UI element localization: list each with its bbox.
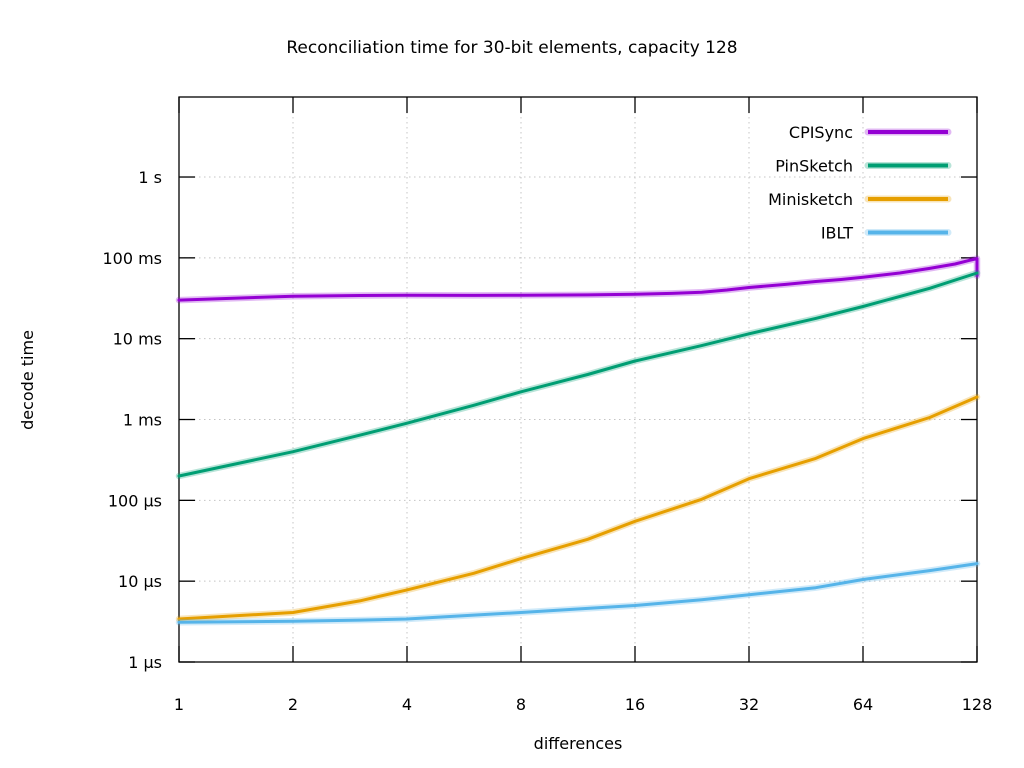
x-tick-label: 16 (625, 695, 645, 714)
series-line-cpisync (177, 257, 979, 302)
series-line-minisketch (177, 395, 979, 621)
y-tick-label: 1 ms (123, 411, 162, 430)
y-tick-label: 100 ms (102, 249, 162, 268)
legend-entry-pinsketch: PinSketch (775, 157, 952, 176)
legend-label: CPISync (789, 123, 853, 142)
legend-label: Minisketch (768, 190, 853, 209)
x-tick-label: 1 (174, 695, 184, 714)
series-line-pinsketch (177, 271, 979, 478)
legend-entry-minisketch: Minisketch (768, 190, 952, 209)
plot-border (178, 96, 978, 663)
legend-entry-cpisync: CPISync (789, 123, 952, 142)
x-tick-label: 8 (516, 695, 526, 714)
y-tick-label: 10 ms (113, 330, 162, 349)
y-tick-label: 100 µs (108, 491, 162, 510)
y-axis-label: decode time (18, 330, 37, 430)
x-tick-label: 64 (853, 695, 873, 714)
series-layer (175, 255, 981, 626)
y-tick-label: 10 µs (118, 572, 162, 591)
x-tick-label: 128 (962, 695, 993, 714)
legend-label: IBLT (821, 224, 853, 243)
legend-layer: CPISync PinSketch Minisketch IBLT (768, 123, 952, 243)
y-tick-label: 1 µs (128, 653, 162, 672)
series-line-glow-pinsketch (175, 269, 981, 480)
chart-title: Reconciliation time for 30-bit elements,… (286, 38, 737, 58)
legend-label: PinSketch (775, 157, 853, 176)
x-tick-label: 4 (402, 695, 412, 714)
x-tick-label: 32 (739, 695, 759, 714)
tick-label-layer: 1 2 4 8 16 32 64 128 1 µs 10 µs 100 µs 1 ms 10 ms 100… (102, 168, 992, 714)
legend-entry-iblt: IBLT (821, 224, 952, 243)
series-line-glow-minisketch (175, 393, 981, 623)
series-line-iblt (177, 562, 979, 624)
x-tick-label: 2 (288, 695, 298, 714)
x-axis-label: differences (534, 734, 623, 753)
grid-layer (179, 97, 977, 662)
y-tick-label: 1 s (138, 168, 162, 187)
